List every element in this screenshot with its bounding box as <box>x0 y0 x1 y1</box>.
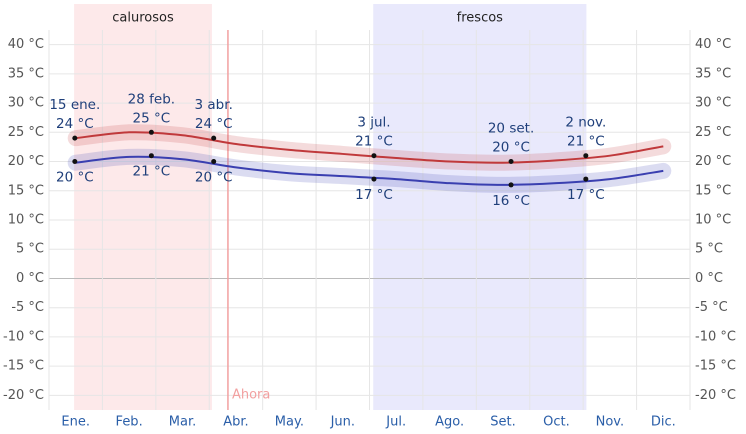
annotation-low-point <box>583 176 589 182</box>
x-tick-label: Mar. <box>169 415 196 430</box>
y-tick-label: 30 °C <box>8 96 44 111</box>
x-tick-label: Nov. <box>596 415 625 430</box>
y-tick-label: -10 °C <box>695 329 736 344</box>
annotation-low-label: 21 °C <box>133 164 171 180</box>
y-tick-label: 10 °C <box>8 213 44 228</box>
y-tick-label: 40 °C <box>8 37 44 52</box>
annotation-low-label: 20 °C <box>56 170 94 186</box>
x-tick-label: Set. <box>490 415 515 430</box>
y-tick-label: 5 °C <box>16 242 44 257</box>
y-tick-label: 15 °C <box>8 183 44 198</box>
annotation-date: 3 jul. <box>357 115 390 131</box>
annotation-high-label: 20 °C <box>492 140 530 156</box>
y-tick-label: 0 °C <box>16 271 44 286</box>
y-tick-label: 30 °C <box>695 96 731 111</box>
annotation-date: 2 nov. <box>565 115 606 131</box>
y-tick-label: -15 °C <box>3 359 44 374</box>
series-line <box>75 155 664 186</box>
y-tick-label: 35 °C <box>8 66 44 81</box>
annotation-low-point <box>211 159 217 165</box>
x-tick-label: Feb. <box>116 415 143 430</box>
y-tick-label: 0 °C <box>695 271 723 286</box>
season-band <box>373 4 587 410</box>
x-tick-label: Abr. <box>223 415 248 430</box>
annotation-low-label: 17 °C <box>355 187 393 203</box>
annotation-high-label: 21 °C <box>355 134 393 150</box>
annotation-high-point <box>148 129 154 135</box>
annotation-low-label: 16 °C <box>492 193 530 209</box>
y-tick-label: 10 °C <box>695 213 731 228</box>
x-tick-label: Jun. <box>330 415 355 430</box>
annotation-low-point <box>371 176 377 182</box>
annotation-low-point <box>148 153 154 159</box>
x-tick-label: Ene. <box>61 415 90 430</box>
y-tick-label: -20 °C <box>695 388 736 403</box>
annotation-date: 15 ene. <box>49 97 100 113</box>
y-tick-label: 25 °C <box>695 125 731 140</box>
y-tick-label: -5 °C <box>11 300 44 315</box>
y-tick-label: 5 °C <box>695 242 723 257</box>
now-label: Ahora <box>232 388 270 403</box>
annotation-date: 3 abr. <box>195 97 233 113</box>
series-line <box>75 131 664 164</box>
x-tick-label: Dic. <box>651 415 676 430</box>
annotation-high-point <box>508 159 514 165</box>
season-band <box>74 4 212 410</box>
x-tick-label: Ago. <box>435 415 464 430</box>
annotation-date: 20 set. <box>488 121 534 137</box>
y-tick-label: -15 °C <box>695 359 736 374</box>
annotation-low-label: 17 °C <box>567 187 605 203</box>
annotation-high-point <box>211 135 217 141</box>
y-tick-label: -10 °C <box>3 329 44 344</box>
season-label: calurosos <box>112 11 174 26</box>
annotation-low-point <box>508 182 514 188</box>
annotation-high-point <box>72 135 78 141</box>
y-tick-label: 20 °C <box>695 154 731 169</box>
x-tick-label: May. <box>275 415 304 430</box>
annotation-high-point <box>371 153 377 159</box>
y-tick-label: 40 °C <box>695 37 731 52</box>
x-tick-label: Jul. <box>385 415 406 430</box>
annotation-high-label: 24 °C <box>56 116 94 132</box>
annotation-high-label: 25 °C <box>133 110 171 126</box>
y-tick-label: 20 °C <box>8 154 44 169</box>
annotation-high-label: 24 °C <box>195 116 233 132</box>
y-tick-label: -5 °C <box>695 300 728 315</box>
annotation-date: 28 feb. <box>128 91 175 107</box>
season-label: frescos <box>457 11 504 26</box>
y-tick-label: 35 °C <box>695 66 731 81</box>
annotation-low-label: 20 °C <box>195 170 233 186</box>
annotation-high-point <box>583 153 589 159</box>
annotation-high-label: 21 °C <box>567 134 605 150</box>
y-tick-label: 25 °C <box>8 125 44 140</box>
annotation-low-point <box>72 159 78 165</box>
y-tick-label: -20 °C <box>3 388 44 403</box>
x-tick-label: Oct. <box>543 415 570 430</box>
y-tick-label: 15 °C <box>695 183 731 198</box>
